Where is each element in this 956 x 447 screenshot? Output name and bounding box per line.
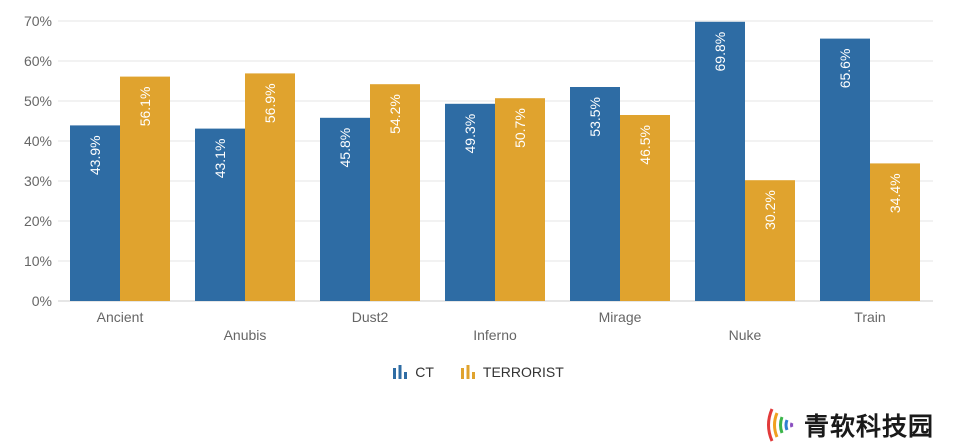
signal-waves-logo-icon [766, 408, 794, 442]
y-tick-label: 10% [24, 253, 52, 269]
bar-ct-train [820, 38, 870, 301]
bar-ct-anubis [195, 128, 245, 301]
watermark-text: 青软科技园 [803, 412, 934, 441]
bar-terrorist-ancient [120, 76, 170, 301]
data-label: 50.7% [512, 108, 528, 148]
data-label: 46.5% [637, 125, 653, 165]
bar-ct-nuke [695, 21, 745, 302]
x-tick-label: Dust2 [352, 309, 389, 325]
y-tick-label: 50% [24, 93, 52, 109]
data-label: 34.4% [887, 173, 903, 213]
y-tick-label: 20% [24, 213, 52, 229]
legend-label-ct: CT [415, 364, 434, 380]
y-tick-label: 40% [24, 133, 52, 149]
bar-terrorist-dust2 [370, 84, 420, 301]
bar-ct-ancient [70, 125, 120, 302]
legend-item-terrorist[interactable]: TERRORIST [460, 364, 564, 380]
bar-chart: 0% 10% 20% 30% 40% 50% 60% 70% 43.9% 56.1% Ancient… [24, 13, 933, 343]
data-label: 54.2% [387, 94, 403, 134]
bar-chart-icon [393, 365, 408, 379]
data-label: 56.9% [262, 83, 278, 123]
data-label: 30.2% [762, 190, 778, 230]
x-tick-label: Anubis [224, 327, 267, 343]
y-tick-label: 70% [24, 13, 52, 29]
data-label: 49.3% [462, 114, 478, 154]
x-tick-label: Ancient [97, 309, 144, 325]
bar-ct-mirage [570, 87, 620, 301]
y-tick-label: 60% [24, 53, 52, 69]
bar-ct-inferno [445, 103, 495, 301]
x-tick-label: Inferno [473, 327, 517, 343]
x-tick-label: Train [854, 309, 885, 325]
data-label: 45.8% [337, 128, 353, 168]
x-tick-label: Nuke [729, 327, 762, 343]
data-label: 43.9% [87, 135, 103, 175]
x-tick-label: Mirage [599, 309, 642, 325]
bar-terrorist-train [870, 163, 920, 301]
watermark: 青软科技园 [764, 405, 934, 445]
bar-terrorist-nuke [745, 180, 795, 301]
bar-terrorist-inferno [495, 98, 545, 301]
data-label: 53.5% [587, 97, 603, 137]
y-tick-label: 30% [24, 173, 52, 189]
bar-chart-icon [460, 365, 475, 379]
y-tick-label: 0% [32, 293, 52, 309]
data-label: 65.6% [837, 49, 853, 89]
bar-terrorist-anubis [245, 73, 295, 302]
legend-label-terrorist: TERRORIST [482, 364, 564, 380]
data-label: 56.1% [137, 87, 153, 127]
legend-item-ct[interactable]: CT [392, 364, 434, 380]
bar-terrorist-mirage [620, 115, 670, 301]
data-label: 43.1% [212, 139, 228, 179]
bar-ct-dust2 [320, 117, 370, 301]
data-label: 69.8% [712, 32, 728, 72]
chart-legend: CT TERRORIST [0, 364, 956, 380]
